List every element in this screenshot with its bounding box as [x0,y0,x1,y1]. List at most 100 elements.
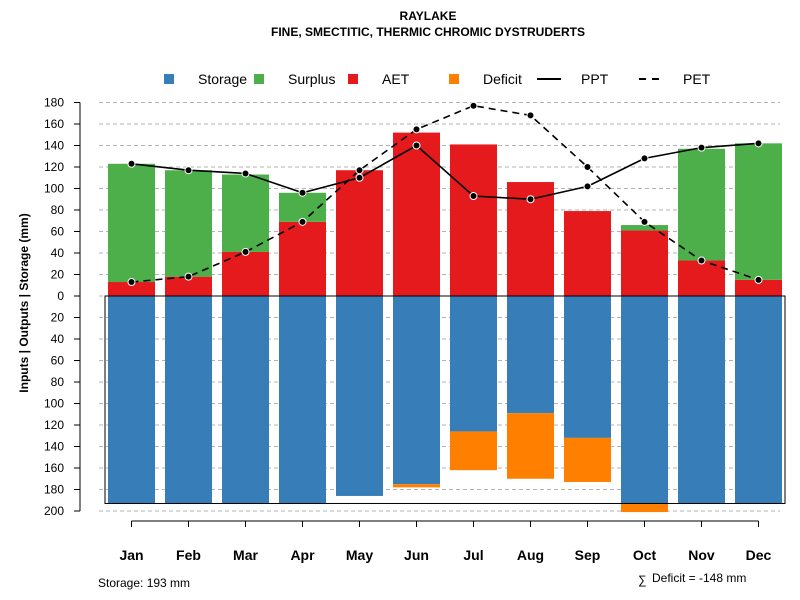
surplus-bar [621,225,668,231]
pet-point [412,125,421,134]
y-tick-label: 20 [51,311,65,325]
storage-capacity-box [104,295,786,504]
y-tick-label: 140 [44,440,64,454]
aet-bar [621,230,668,296]
surplus-bar [108,163,155,283]
deficit-bar [507,413,554,479]
legend-swatch [254,74,264,84]
pet-point [469,101,478,110]
aet-bar [678,260,725,296]
deficit-bar [564,437,611,482]
y-tick-label: 40 [51,332,65,346]
legend: Storage Surplus AET Deficit PPT PET [164,71,711,87]
sigma-icon: ∑ [638,573,647,587]
y-tick-label: 160 [44,117,64,131]
y-tick-label: 20 [51,268,65,282]
ppt-point [583,182,592,191]
storage-bar [678,296,725,504]
deficit-bar [621,503,668,513]
x-tick-label: Feb [176,547,201,563]
y-tick-label: 60 [51,225,65,239]
y-tick-label: 60 [51,354,65,368]
y-tick-label: 160 [44,461,64,475]
aet-bar [165,276,212,296]
y-tick-label: 100 [44,182,64,196]
y-tick-label: 120 [44,160,64,174]
ppt-point [184,166,193,175]
legend-swatch [348,74,358,84]
surplus-bar [735,143,782,280]
x-tick-label: Dec [746,547,772,563]
storage-bar [108,296,155,504]
aet-bar [336,170,383,296]
y-tick-label: 180 [44,96,64,110]
deficit-bar [450,431,497,471]
chart-title: RAYLAKE [400,9,457,23]
y-tick-label: 140 [44,139,64,153]
ppt-point [754,139,763,148]
pet-point [640,217,649,226]
line-group [127,101,763,287]
pet-point [127,278,136,287]
ppt-point [640,154,649,163]
aet-bar [393,132,440,296]
storage-bar [336,296,383,496]
storage-bar [450,296,497,432]
storage-bar [165,296,212,504]
chart-subtitle: FINE, SMECTITIC, THERMIC CHROMIC DYSTRUD… [271,25,585,39]
y-tick-label: 200 [44,504,64,518]
y-tick-label: 100 [44,397,64,411]
y-tick-label: 0 [57,289,64,303]
pet-point [184,272,193,281]
storage-footer: Storage: 193 mm [98,576,190,590]
aet-bar [279,221,326,296]
pet-point [355,166,364,175]
aet-bar [108,282,155,296]
aet-bar [735,279,782,296]
y-tick-label: 80 [51,203,65,217]
y-tick-label: 180 [44,483,64,497]
ppt-point [355,173,364,182]
legend-label: AET [382,71,410,87]
storage-bar [222,296,269,504]
x-tick-label: Jun [404,547,429,563]
pet-point [298,217,307,226]
pet-point [697,256,706,265]
deficit-footer: Deficit = -148 mm [652,571,746,585]
bar-group [104,132,786,513]
x-tick-label: Oct [633,547,657,563]
y-axis-label: Inputs | Outputs | Storage (mm) [17,213,31,392]
x-tick-label: Aug [517,547,544,563]
surplus-bar [222,174,269,252]
ppt-point [298,188,307,197]
storage-bar [279,296,326,504]
aet-bar [450,144,497,296]
x-tick-label: Sep [575,547,601,563]
storage-bar [621,296,668,504]
legend-swatch [164,74,174,84]
x-tick-label: May [346,547,373,563]
pet-line [131,104,759,283]
x-tick-label: Mar [233,547,258,563]
ppt-point [697,143,706,152]
x-tick-label: Jan [119,547,143,563]
ppt-line [131,142,759,201]
ppt-point [526,195,535,204]
pet-point [241,247,250,256]
pet-point [754,275,763,284]
legend-label: Surplus [288,71,335,87]
ppt-point [127,159,136,168]
pet-point [526,111,535,120]
x-tick-label: Apr [290,547,315,563]
ppt-point [241,169,250,178]
legend-swatch [449,74,459,84]
storage-bar [564,296,611,438]
storage-bar [735,296,782,504]
x-tick-label: Nov [688,547,715,563]
y-tick-label: 80 [51,375,65,389]
legend-label: Storage [198,71,247,87]
legend-label: PPT [581,71,609,87]
pet-point [583,163,592,171]
y-tick-label: 120 [44,418,64,432]
